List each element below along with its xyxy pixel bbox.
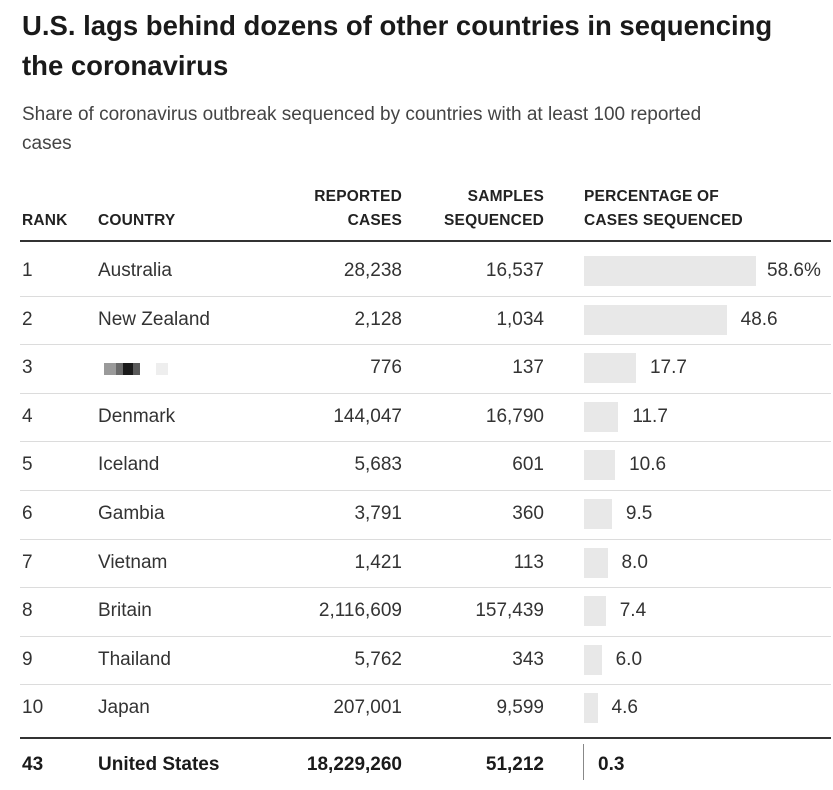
country-cell: Gambia (98, 503, 165, 524)
highlight-row-united-states: 43 United States 18,229,260 51,212 0.3 (20, 740, 831, 781)
percentage-bar (584, 596, 606, 627)
us-rank: 43 (22, 754, 44, 775)
percentage-bar (584, 304, 727, 335)
table-row: 5 Iceland 5,683 601 10.6 (20, 441, 831, 491)
header-samples-sequenced-line1: SAMPLES (467, 188, 544, 205)
samples-sequenced-cell: 113 (513, 551, 544, 573)
header-percentage-sequenced: PERCENTAGE OF CASES SEQUENCED (584, 185, 824, 233)
samples-sequenced-cell: 137 (512, 357, 544, 379)
rank-cell: 3 (22, 357, 33, 379)
header-country: COUNTRY (98, 212, 176, 229)
country-cell: Iceland (98, 454, 160, 476)
us-percentage-label: 0.3 (598, 754, 625, 775)
percentage-label: 8.0 (621, 551, 648, 573)
percentage-label: 4.6 (611, 697, 638, 719)
table-row: 10 Japan 207,001 9,599 4.6 (20, 684, 831, 733)
reported-cases-cell: 3,791 (354, 503, 402, 524)
table-row: 6 Gambia 3,791 360 9.5 (20, 490, 831, 540)
chart-subtitle: Share of coronavirus outbreak sequenced … (22, 104, 702, 154)
table-row: 7 Vietnam 1,421 113 8.0 (20, 539, 831, 589)
reported-cases-cell: 2,128 (354, 308, 402, 330)
percentage-label: 17.7 (649, 357, 687, 379)
percentage-bar (584, 401, 619, 432)
rank-cell: 9 (22, 648, 33, 670)
rank-cell: 4 (22, 405, 33, 427)
percentage-bar (584, 644, 602, 675)
samples-sequenced-cell: 16,537 (485, 260, 544, 281)
rank-cell: 1 (22, 260, 33, 281)
united-states-rule (20, 737, 831, 739)
header-samples-sequenced: SAMPLES SEQUENCED (404, 185, 544, 233)
percentage-bar (584, 499, 612, 529)
rank-cell: 2 (22, 308, 33, 330)
us-reported-cases: 18,229,260 (306, 754, 402, 775)
reported-cases-cell: 207,001 (333, 697, 402, 719)
header-percentage-line2: CASES SEQUENCED (584, 212, 743, 229)
percentage-bar (584, 547, 608, 578)
percentage-label: 9.5 (625, 503, 653, 524)
header-percentage-line1: PERCENTAGE OF (584, 188, 719, 205)
country-cell: Vietnam (98, 551, 168, 573)
rank-cell: 5 (22, 454, 33, 476)
table-row: 3 776 137 17.7 (20, 344, 831, 394)
percentage-label: 6.0 (615, 648, 643, 670)
reported-cases-cell: 5,762 (354, 648, 402, 670)
samples-sequenced-cell: 360 (512, 503, 544, 524)
country-cell: Thailand (98, 648, 171, 670)
us-country: United States (98, 754, 220, 775)
us-samples-sequenced: 51,212 (485, 754, 544, 775)
country-cell: Britain (98, 600, 152, 622)
table-row: 1 Australia 28,238 16,537 58.6% (20, 247, 831, 297)
reported-cases-cell: 5,683 (354, 454, 402, 476)
rank-cell: 10 (22, 697, 44, 719)
header-samples-sequenced-line2: SEQUENCED (444, 212, 544, 229)
percentage-label: 7.4 (619, 600, 647, 622)
samples-sequenced-cell: 601 (512, 454, 544, 476)
reported-cases-cell: 28,238 (343, 260, 402, 281)
samples-sequenced-cell: 157,439 (475, 600, 544, 622)
samples-sequenced-cell: 343 (512, 648, 544, 670)
reported-cases-cell: 776 (370, 357, 402, 379)
percentage-label: 48.6 (740, 308, 778, 330)
table-row: 2 New Zealand 2,128 1,034 48.6 (20, 296, 831, 346)
table-row: 9 Thailand 5,762 343 6.0 (20, 636, 831, 686)
table-row: 4 Denmark 144,047 16,790 11.7 (20, 393, 831, 443)
percentage-bar (584, 353, 636, 384)
reported-cases-cell: 144,047 (333, 405, 402, 427)
country-cell: Australia (98, 260, 172, 281)
rank-cell: 7 (22, 551, 33, 573)
percentage-bar (584, 693, 598, 724)
country-cell: Denmark (98, 405, 176, 427)
percentage-bar (584, 450, 616, 481)
percentage-label: 11.7 (632, 405, 668, 427)
header-reported-cases-line1: REPORTED (314, 188, 402, 205)
reported-cases-cell: 1,421 (354, 551, 402, 573)
header-reported-cases: REPORTED CASES (250, 185, 402, 233)
country-cell: New Zealand (98, 308, 210, 330)
header-reported-cases-line2: CASES (347, 212, 402, 229)
percentage-label: 58.6% (767, 260, 821, 281)
percentage-bar (584, 256, 756, 286)
rank-cell: 8 (22, 600, 33, 622)
redacted-country-name (104, 363, 170, 376)
country-cell: Japan (98, 697, 150, 719)
header-rank: RANK (22, 212, 68, 229)
rank-cell: 6 (22, 503, 33, 524)
header-rule (20, 240, 831, 242)
percentage-label: 10.6 (629, 454, 667, 476)
samples-sequenced-cell: 16,790 (485, 405, 544, 427)
reported-cases-cell: 2,116,609 (318, 600, 402, 622)
samples-sequenced-cell: 9,599 (496, 697, 544, 719)
samples-sequenced-cell: 1,034 (496, 308, 544, 330)
table-row: 8 Britain 2,116,609 157,439 7.4 (20, 587, 831, 637)
chart-title: U.S. lags behind dozens of other countri… (22, 10, 773, 81)
us-bar-baseline (583, 744, 584, 780)
